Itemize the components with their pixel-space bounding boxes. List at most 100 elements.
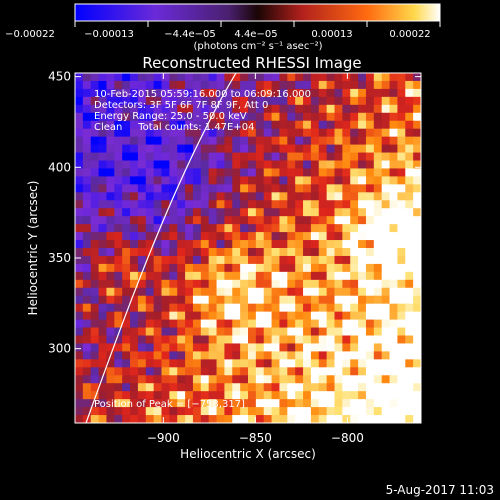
heatmap-cell	[295, 192, 304, 201]
annotation-energy: Energy Range: 25.0 - 50.0 keV	[94, 111, 247, 122]
heatmap-cell	[98, 383, 108, 392]
heatmap-cell	[192, 399, 202, 408]
heatmap-cell	[122, 192, 131, 201]
heatmap-cell	[279, 168, 288, 177]
heatmap-cell	[334, 144, 343, 154]
heatmap-cell	[295, 255, 304, 265]
heatmap-cell	[358, 319, 367, 329]
heatmap-cell	[130, 208, 139, 217]
heatmap-cell	[153, 200, 163, 209]
heatmap-cell	[303, 287, 312, 297]
heatmap-cell	[271, 359, 281, 368]
heatmap-cell	[240, 391, 249, 400]
heatmap-cell	[350, 263, 359, 273]
heatmap-cell	[137, 271, 147, 281]
heatmap-cell	[342, 271, 351, 281]
heatmap-cell	[287, 367, 296, 376]
heatmap-cell	[240, 152, 249, 162]
heatmap-cell	[295, 160, 304, 170]
heatmap-cell	[271, 168, 281, 177]
annotation-detectors: Detectors: 3F 5F 6F 7F 8F 9F, Att 0	[94, 100, 268, 111]
heatmap-cell	[185, 271, 194, 281]
heatmap-cell	[318, 216, 328, 225]
heatmap-cell	[169, 248, 178, 257]
heatmap-cell	[271, 208, 281, 217]
heatmap-cell	[161, 96, 170, 106]
heatmap-cell	[397, 271, 406, 281]
heatmap-cell	[287, 415, 296, 423]
heatmap-cell	[397, 367, 406, 376]
heatmap-cell	[208, 407, 218, 416]
heatmap-cell	[389, 120, 399, 130]
heatmap-cell	[161, 176, 170, 185]
heatmap-cell	[153, 192, 163, 201]
heatmap-cell	[373, 391, 383, 400]
heatmap-cell	[122, 104, 131, 114]
heatmap-cell	[295, 144, 304, 154]
heatmap-cell	[310, 192, 320, 201]
heatmap-cell	[216, 80, 226, 90]
heatmap-cell	[287, 263, 296, 273]
heatmap-cell	[389, 319, 399, 329]
heatmap-cell	[389, 144, 399, 154]
heatmap-cell	[279, 96, 288, 106]
heatmap-cell	[334, 295, 343, 305]
heatmap-cell	[263, 383, 273, 392]
heatmap-cell	[169, 208, 178, 217]
heatmap-cell	[185, 168, 194, 177]
heatmap-cell	[185, 263, 194, 273]
heatmap-cell	[240, 367, 249, 376]
heatmap-cell	[169, 136, 178, 146]
heatmap-cell	[287, 232, 296, 241]
heatmap-cell	[350, 88, 359, 98]
heatmap-cell	[75, 415, 84, 423]
heatmap-cell	[350, 303, 359, 313]
heatmap-cell	[114, 335, 123, 345]
heatmap-cell	[350, 351, 359, 360]
heatmap-cell	[334, 88, 343, 98]
heatmap-cell	[334, 271, 343, 281]
heatmap-cell	[350, 104, 359, 114]
heatmap-cell	[263, 73, 273, 82]
heatmap-cell	[389, 407, 399, 416]
heatmap-cell	[130, 104, 139, 114]
heatmap-cell	[216, 104, 226, 114]
heatmap-cell	[287, 240, 296, 249]
heatmap-cell	[295, 303, 304, 313]
heatmap-cell	[106, 359, 115, 368]
heatmap-cell	[98, 96, 108, 106]
heatmap-cell	[161, 152, 170, 162]
heatmap-cell	[381, 279, 391, 289]
heatmap-cell	[240, 415, 249, 423]
heatmap-cell	[90, 335, 100, 345]
heatmap-cell	[240, 224, 249, 233]
heatmap-cell	[137, 184, 147, 193]
heatmap-cell	[137, 73, 147, 82]
heatmap-cell	[114, 232, 123, 241]
heatmap-cell	[177, 120, 186, 130]
heatmap-cell	[326, 343, 336, 352]
heatmap-cell	[381, 73, 391, 82]
heatmap-cell	[287, 375, 296, 384]
heatmap-cell	[153, 343, 163, 352]
heatmap-cell	[310, 80, 320, 90]
heatmap-cell	[310, 263, 320, 273]
heatmap-cell	[373, 375, 383, 384]
heatmap-cell	[279, 224, 288, 233]
heatmap-cell	[381, 255, 391, 265]
heatmap-cell	[326, 160, 336, 170]
heatmap-cell	[303, 176, 312, 185]
heatmap-cell	[373, 168, 383, 177]
heatmap-cell	[240, 240, 249, 249]
heatmap-cell	[153, 240, 163, 249]
heatmap-cell	[303, 303, 312, 313]
heatmap-cell	[295, 248, 304, 257]
annotation-clean: Clean Total counts: 1.47E+04	[94, 122, 254, 133]
heatmap-cell	[318, 295, 328, 305]
heatmap-cell	[318, 255, 328, 265]
heatmap-cell	[342, 128, 351, 138]
heatmap-cell	[240, 359, 249, 368]
heatmap-cell	[365, 311, 375, 321]
heatmap-cell	[365, 96, 375, 106]
heatmap-cell	[342, 200, 351, 209]
